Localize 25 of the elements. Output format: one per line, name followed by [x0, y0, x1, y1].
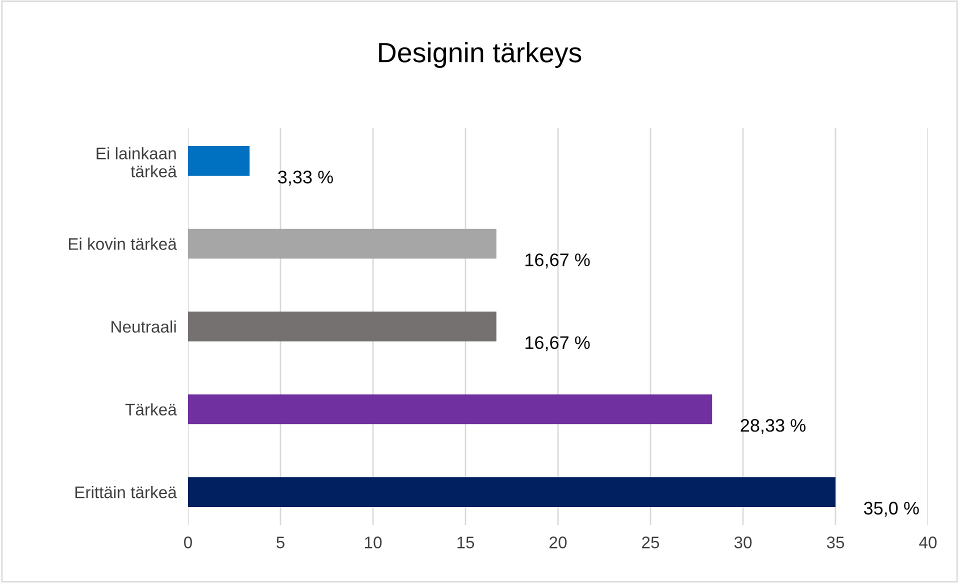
y-tick-label: Ei kovin tärkeä: [68, 238, 177, 250]
y-tick-label: Ei lainkaan tärkeä: [96, 147, 177, 178]
y-tick-label: Erittäin tärkeä: [75, 486, 177, 498]
data-label: 35,0 %: [864, 502, 919, 517]
x-tick-label: 35: [826, 536, 844, 548]
x-tick-label: 10: [365, 536, 382, 548]
x-tick-label: 5: [276, 536, 284, 548]
chart-title: Designin tärkeys: [379, 42, 582, 68]
x-tick-label: 15: [458, 536, 474, 548]
data-label: 16,67 %: [526, 253, 590, 268]
data-label: 28,33 %: [740, 419, 806, 434]
x-tick-label: 30: [734, 536, 752, 548]
data-label: 16,67 %: [526, 336, 590, 352]
bar: [188, 394, 712, 424]
data-label: 3,33 %: [278, 170, 333, 186]
x-tick-label: 0: [184, 536, 192, 548]
bar: [188, 146, 250, 176]
y-tick-label: Tärkeä: [125, 403, 177, 416]
y-tick-label: Neutraali: [112, 320, 176, 333]
x-tick-label: 40: [919, 536, 937, 548]
x-tick-label: 25: [642, 536, 660, 548]
bar: [188, 312, 496, 342]
bar: [188, 477, 836, 507]
bar: [188, 228, 496, 259]
x-tick-label: 20: [550, 536, 567, 548]
